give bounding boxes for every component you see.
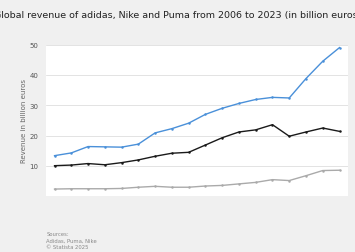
Y-axis label: Revenue in billion euros: Revenue in billion euros	[21, 79, 27, 163]
Text: Sources:
Adidas, Puma, Nike
© Statista 2025: Sources: Adidas, Puma, Nike © Statista 2…	[46, 231, 97, 249]
Text: Global revenue of adidas, Nike and Puma from 2006 to 2023 (in billion euros): Global revenue of adidas, Nike and Puma …	[0, 11, 355, 20]
